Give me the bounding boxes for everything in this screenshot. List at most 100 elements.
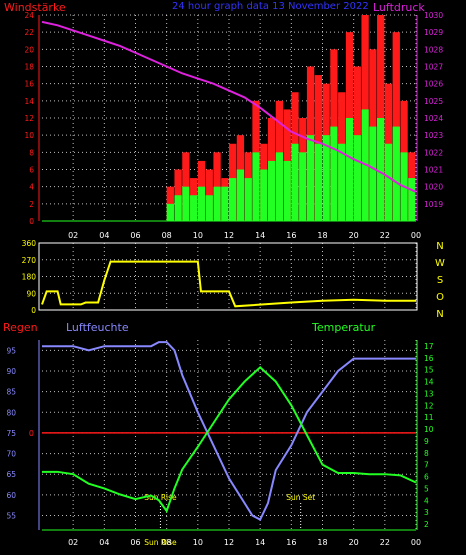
wind-x-tick: 18	[317, 231, 327, 240]
wind-bar	[338, 143, 346, 221]
temperature-tick-label: 17	[424, 342, 434, 351]
wind-label: Windstärke	[4, 1, 66, 14]
temperature-tick-label: 3	[424, 508, 429, 517]
humidity-tick-label: 60	[6, 491, 16, 500]
humidity-tick-label: 85	[6, 388, 16, 397]
sun-annotation: Sun Set	[286, 493, 315, 502]
wind-bar	[221, 186, 229, 221]
pressure-tick-label: 1023	[424, 131, 443, 140]
wind-bar	[174, 195, 182, 221]
humidity-x-tick: 18	[317, 538, 327, 547]
pressure-tick-label: 1027	[424, 63, 443, 72]
pressure-tick-label: 1021	[424, 166, 443, 175]
wind-tick-label: 22	[24, 28, 34, 37]
wind-bar	[267, 160, 276, 221]
rain-label: Regen	[3, 321, 38, 334]
wind-bar	[190, 195, 198, 221]
pressure-tick-label: 1030	[424, 11, 443, 20]
chart-title: 24 hour graph data 13 November 2022	[172, 1, 369, 12]
wind-tick-label: 10	[24, 131, 34, 140]
pressure-label: Luftdruck	[373, 1, 425, 14]
pressure-tick-label: 1020	[424, 183, 443, 192]
humidity-x-tick: 02	[68, 538, 78, 547]
wind-bar	[345, 118, 354, 221]
compass-label: O	[436, 292, 444, 303]
wind-bar	[213, 186, 221, 221]
wind-bar	[236, 169, 245, 221]
wind-tick-label: 24	[24, 11, 34, 20]
direction-frame	[38, 242, 418, 311]
rain-value-label: 0	[29, 429, 34, 438]
temperature-label: Temperatur	[311, 321, 376, 334]
wind-x-tick: 20	[349, 231, 359, 240]
wind-tick-label: 8	[29, 148, 34, 157]
wind-bar	[299, 152, 307, 221]
wind-bar	[260, 169, 268, 221]
humidity-label: Luftfeuchte	[66, 321, 129, 334]
gust-bar	[182, 152, 190, 221]
wind-tick-label: 16	[24, 80, 34, 89]
wind-bar	[353, 135, 361, 221]
direction-tick-label: 180	[22, 273, 37, 282]
wind-tick-label: 0	[29, 217, 34, 226]
temperature-tick-label: 12	[424, 401, 434, 410]
wind-tick-label: 12	[24, 114, 34, 123]
wind-x-tick: 08	[162, 231, 172, 240]
wind-tick-label: 6	[29, 166, 34, 175]
humidity-x-tick: 14	[255, 538, 265, 547]
humidity-x-tick: 22	[380, 538, 390, 547]
wind-bar	[369, 126, 377, 221]
sun-annotation: Sun Rise	[144, 493, 177, 502]
wind-tick-label: 14	[24, 97, 34, 106]
wind-x-tick: 02	[68, 231, 78, 240]
wind-x-tick: 12	[224, 231, 234, 240]
humidity-tick-label: 55	[6, 512, 16, 521]
wind-x-tick: 22	[380, 231, 390, 240]
pressure-tick-label: 1019	[424, 200, 443, 209]
temperature-tick-label: 4	[424, 496, 429, 505]
wind-tick-label: 18	[24, 63, 34, 72]
direction-tick-label: 360	[22, 239, 37, 248]
wind-bar	[322, 135, 330, 221]
wind-bar	[197, 186, 206, 221]
gust-bar	[392, 32, 400, 221]
temperature-tick-label: 16	[424, 354, 434, 363]
humidity-x-tick: 06	[130, 538, 140, 547]
compass-label: N	[436, 241, 443, 252]
direction-tick-label: 90	[26, 289, 36, 298]
wind-tick-label: 4	[29, 183, 34, 192]
temperature-tick-label: 14	[424, 378, 434, 387]
temperature-tick-label: 7	[424, 461, 429, 470]
wind-bar	[252, 152, 260, 221]
temperature-tick-label: 8	[424, 449, 429, 458]
wind-bar	[244, 178, 252, 221]
temperature-tick-label: 15	[424, 366, 434, 375]
humidity-tick-label: 80	[6, 408, 16, 417]
wind-bar	[283, 160, 291, 221]
humidity-x-tick: 12	[224, 538, 234, 547]
gust-bar	[213, 152, 221, 221]
wind-tick-label: 2	[29, 200, 34, 209]
compass-label: N	[436, 309, 443, 320]
wind-bar	[291, 143, 299, 221]
wind-x-tick: 06	[130, 231, 140, 240]
humidity-x-tick: 08	[162, 538, 172, 547]
temperature-tick-label: 5	[424, 484, 429, 493]
direction-tick-label: 0	[31, 306, 36, 315]
humidity-x-tick: 10	[193, 538, 203, 547]
direction-line	[41, 260, 416, 308]
compass-label: S	[437, 275, 443, 286]
wind-bar	[384, 143, 393, 221]
wind-bar	[205, 195, 213, 221]
wind-x-tick: 14	[255, 231, 265, 240]
wind-bar	[377, 118, 385, 221]
wind-bar	[408, 178, 416, 221]
humidity-line	[42, 341, 416, 522]
pressure-tick-label: 1028	[424, 45, 443, 54]
humidity-tick-label: 65	[6, 470, 16, 479]
humidity-tick-label: 70	[6, 450, 16, 459]
wind-bar	[306, 135, 315, 221]
temperature-tick-label: 2	[424, 520, 429, 529]
wind-x-tick: 04	[99, 231, 109, 240]
